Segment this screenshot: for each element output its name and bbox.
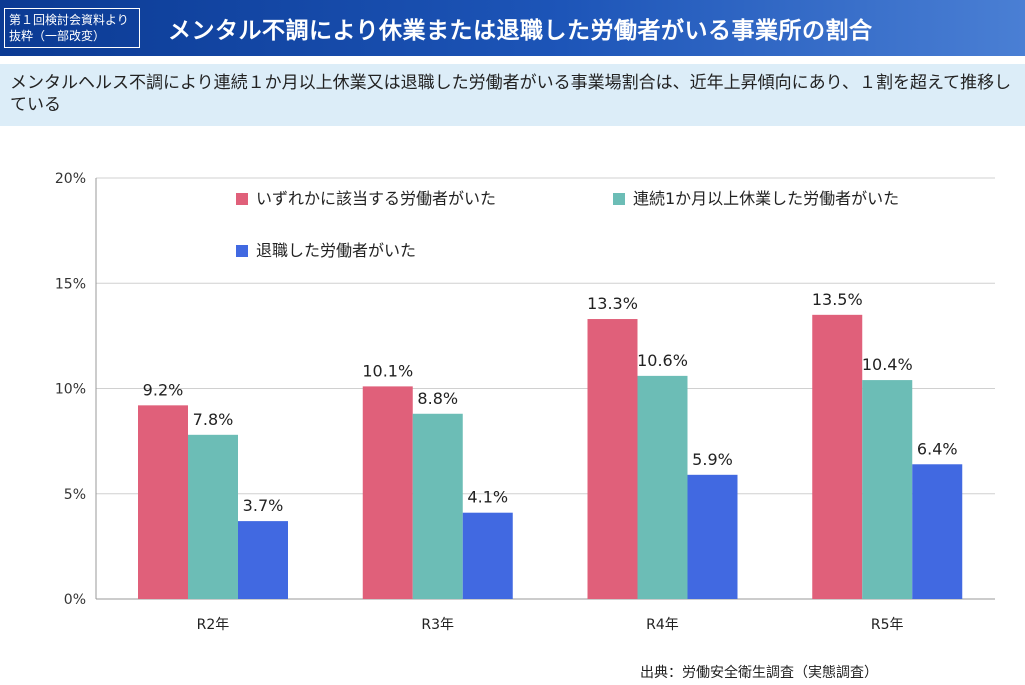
footer-source: 出典：労働安全衛生調査（実態調査） xyxy=(640,665,878,681)
source-note-line2: 抜粋（一部改変） xyxy=(9,29,106,43)
data-label: 10.4% xyxy=(862,355,913,374)
x-tick-label: R4年 xyxy=(646,617,679,633)
bar xyxy=(462,512,513,599)
legend-label: 連続1か月以上休業した労働者がいた xyxy=(633,189,899,208)
subtitle-text: メンタルヘルス不調により連続１か月以上休業又は退職した労働者がいる事業場割合は、… xyxy=(10,73,1012,115)
data-label: 8.8% xyxy=(417,389,458,408)
data-label: 13.3% xyxy=(587,294,638,313)
source-note-line1: 第１回検討会資料より xyxy=(9,13,129,27)
y-tick-label: 15% xyxy=(55,276,86,292)
bar xyxy=(362,386,413,599)
bar-chart: 0% 5% 10% 15% 20% 9.2% 7.8% 3.7% R2年 10.1%8.8% 4.1… xyxy=(55,171,995,633)
bar xyxy=(587,319,638,599)
legend-label: 退職した労働者がいた xyxy=(256,241,416,260)
data-label: 10.6% xyxy=(637,351,688,370)
subtitle-band: メンタルヘルス不調により連続１か月以上休業又は退職した労働者がいる事業場割合は、… xyxy=(0,64,1025,126)
bar xyxy=(238,521,288,599)
legend-swatch xyxy=(613,193,625,205)
data-label: 5.9% xyxy=(692,450,733,469)
legend-swatch xyxy=(236,245,248,257)
data-label: 10.1% xyxy=(362,361,413,380)
bar xyxy=(812,314,863,599)
bar xyxy=(637,375,688,599)
x-tick-label: R5年 xyxy=(871,617,904,633)
legend-swatch xyxy=(236,193,248,205)
data-label: 7.8% xyxy=(193,410,234,429)
y-tick-label: 0% xyxy=(64,592,86,608)
page-title: メンタル不調により休業または退職した労働者がいる事業所の割合 xyxy=(168,18,873,44)
data-label: 4.1% xyxy=(467,488,508,507)
x-tick-label: R3年 xyxy=(421,617,454,633)
y-tick-label: 5% xyxy=(64,487,86,503)
data-label: 9.2% xyxy=(143,380,184,399)
bar xyxy=(912,464,963,599)
data-label: 13.5% xyxy=(812,290,863,309)
y-tick-label: 20% xyxy=(55,171,86,187)
bar xyxy=(862,380,913,599)
header-bar: 第１回検討会資料より 抜粋（一部改変） メンタル不調により休業または退職した労働… xyxy=(0,0,1025,56)
bar xyxy=(687,474,738,599)
source-note-box: 第１回検討会資料より 抜粋（一部改変） xyxy=(4,8,140,48)
x-tick-label: R2年 xyxy=(197,617,230,633)
bar xyxy=(412,413,463,599)
data-label: 3.7% xyxy=(243,496,284,515)
bar xyxy=(188,434,238,599)
bar xyxy=(138,405,188,599)
data-label: 6.4% xyxy=(917,439,958,458)
y-tick-label: 10% xyxy=(55,382,86,398)
legend-label: いずれかに該当する労働者がいた xyxy=(256,189,496,208)
